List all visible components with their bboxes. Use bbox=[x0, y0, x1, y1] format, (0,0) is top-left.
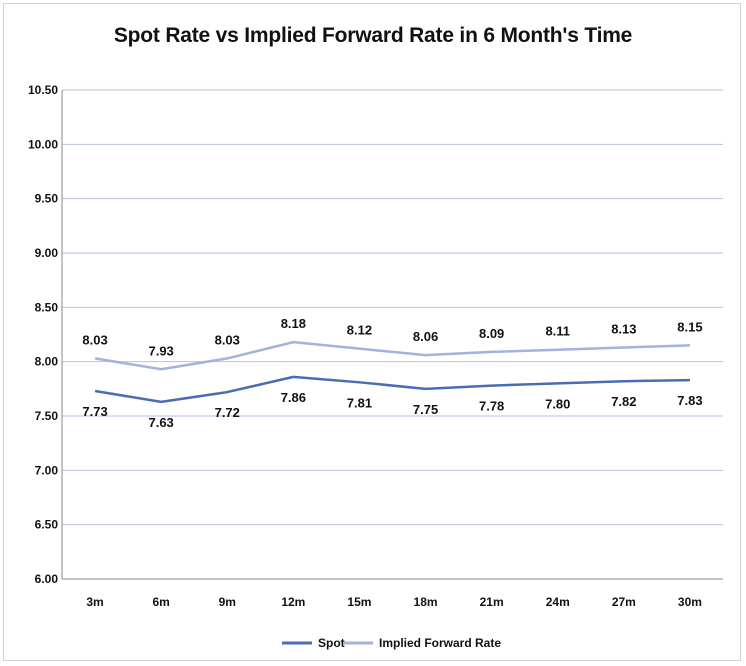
data-label: 7.83 bbox=[677, 393, 702, 408]
x-tick-label: 15m bbox=[347, 595, 371, 609]
data-label: 8.12 bbox=[347, 323, 372, 338]
data-label: 8.06 bbox=[413, 329, 438, 344]
data-label: 8.09 bbox=[479, 326, 504, 341]
series-line-spot bbox=[94, 375, 690, 404]
x-tick-label: 21m bbox=[480, 595, 504, 609]
data-label: 7.75 bbox=[413, 402, 438, 417]
y-tick-label: 10.50 bbox=[28, 83, 58, 97]
data-label: 7.63 bbox=[148, 415, 173, 430]
x-tick-label: 12m bbox=[281, 595, 305, 609]
data-label: 7.73 bbox=[82, 404, 107, 419]
data-label: 8.15 bbox=[677, 319, 702, 334]
y-tick-label: 6.00 bbox=[35, 572, 59, 586]
x-tick-label: 3m bbox=[86, 595, 103, 609]
y-tick-label: 8.50 bbox=[35, 300, 59, 314]
series-line-implied-forward-rate bbox=[94, 340, 690, 371]
y-tick-label: 7.00 bbox=[35, 463, 59, 477]
chart-frame bbox=[3, 3, 741, 661]
x-tick-label: 6m bbox=[152, 595, 169, 609]
y-tick-label: 9.50 bbox=[35, 192, 59, 206]
x-tick-label: 9m bbox=[219, 595, 236, 609]
chart-title: Spot Rate vs Implied Forward Rate in 6 M… bbox=[113, 24, 633, 47]
legend-label: Spot bbox=[318, 636, 345, 650]
x-tick-label: 27m bbox=[612, 595, 636, 609]
y-tick-label: 6.50 bbox=[35, 518, 59, 532]
data-label: 7.82 bbox=[611, 394, 636, 409]
y-tick-label: 7.50 bbox=[35, 409, 59, 423]
data-label: 7.81 bbox=[347, 395, 372, 410]
x-tick-label: 30m bbox=[678, 595, 702, 609]
data-label: 7.80 bbox=[545, 396, 570, 411]
x-tick-label: 24m bbox=[546, 595, 570, 609]
data-label: 8.11 bbox=[545, 324, 570, 339]
y-tick-label: 9.00 bbox=[35, 246, 59, 260]
x-tick-label: 18m bbox=[414, 595, 438, 609]
y-tick-label: 10.00 bbox=[28, 137, 58, 151]
data-label: 7.86 bbox=[281, 390, 306, 405]
y-tick-label: 8.00 bbox=[35, 355, 59, 369]
data-label: 7.72 bbox=[215, 405, 240, 420]
data-label: 8.13 bbox=[611, 322, 636, 337]
data-label: 7.78 bbox=[479, 399, 504, 414]
data-label: 8.03 bbox=[215, 332, 240, 347]
data-label: 8.03 bbox=[82, 332, 107, 347]
data-label: 8.18 bbox=[281, 316, 306, 331]
legend-label: Implied Forward Rate bbox=[379, 636, 501, 650]
data-label: 7.93 bbox=[148, 343, 173, 358]
